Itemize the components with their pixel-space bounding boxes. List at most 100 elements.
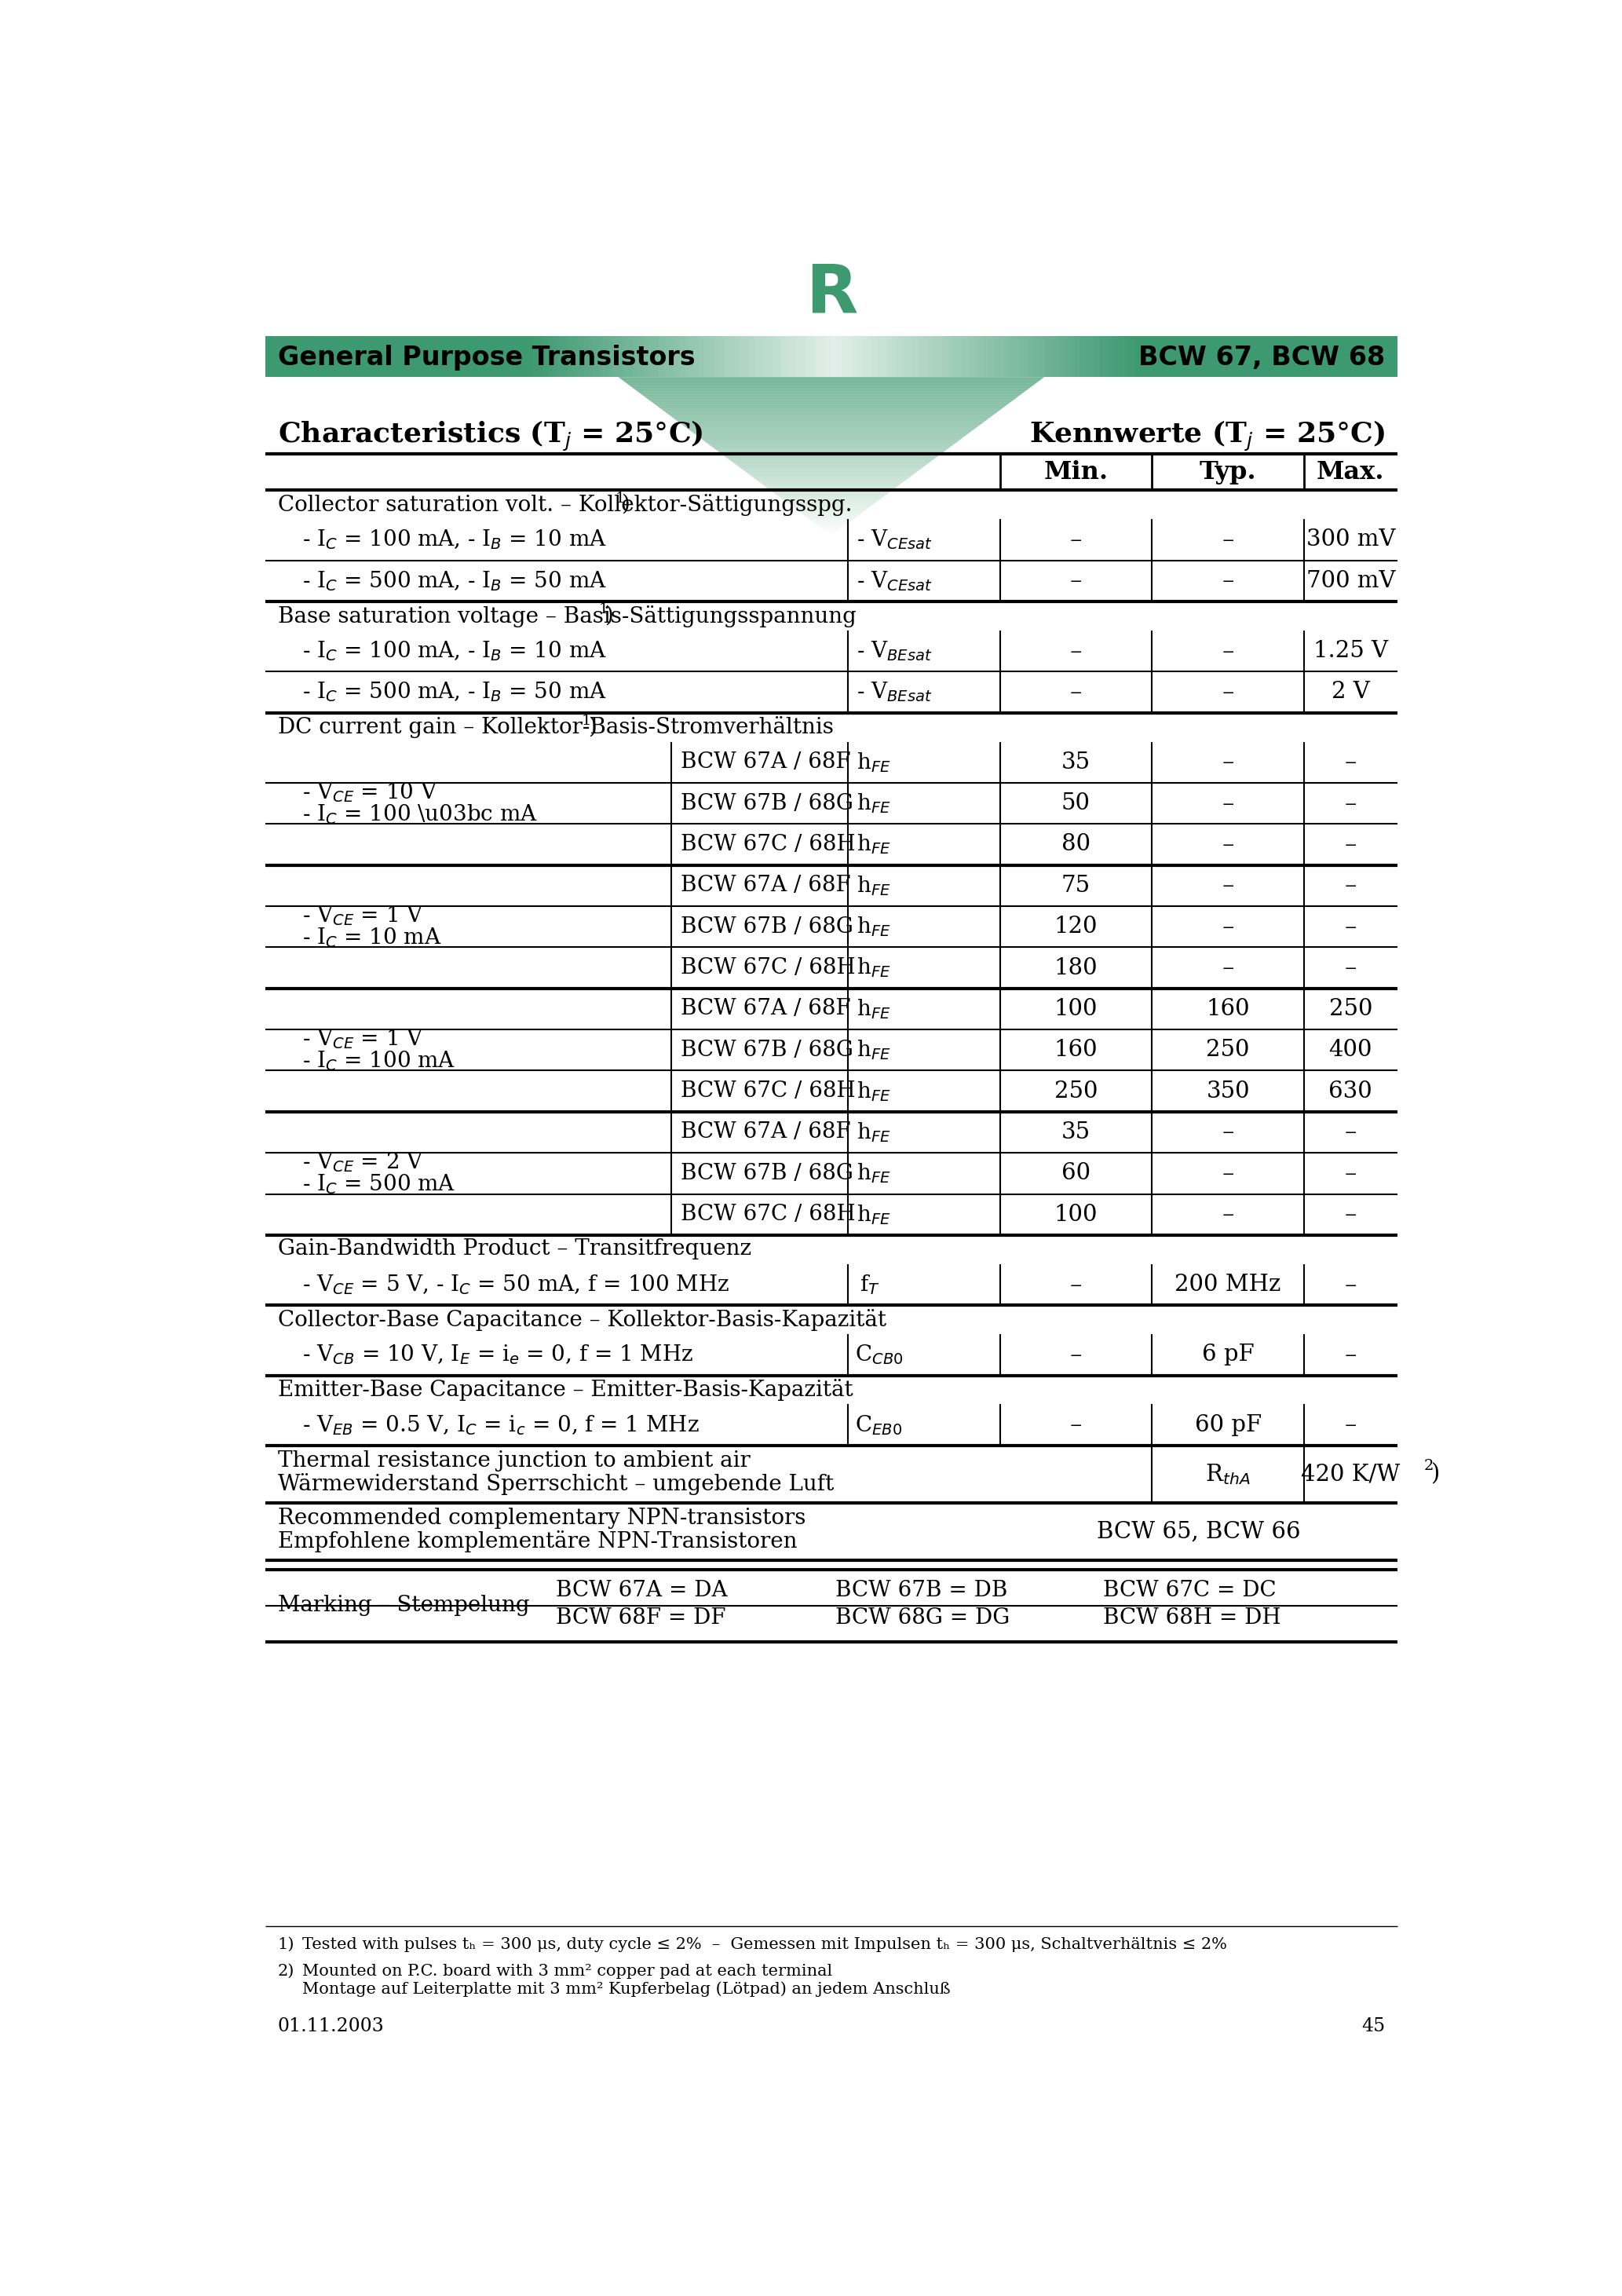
Text: 120: 120	[1054, 916, 1098, 937]
Bar	[999, 335, 1004, 377]
Text: 200 MHz: 200 MHz	[1174, 1274, 1281, 1295]
Bar	[1004, 335, 1009, 377]
Text: Wärmewiderstand Sperrschicht – umgebende Luft: Wärmewiderstand Sperrschicht – umgebende…	[277, 1474, 834, 1495]
Text: BCW 67A / 68F: BCW 67A / 68F	[680, 999, 850, 1019]
Bar	[790, 335, 796, 377]
Text: - I$_C$ = 100 mA: - I$_C$ = 100 mA	[302, 1049, 456, 1072]
Text: –: –	[1221, 1162, 1234, 1185]
Text: - V$_{CE}$ = 1 V: - V$_{CE}$ = 1 V	[302, 1026, 423, 1052]
Bar	[684, 335, 689, 377]
Text: 250: 250	[1328, 999, 1372, 1019]
Text: –: –	[1221, 955, 1234, 980]
Text: h$_{FE}$: h$_{FE}$	[856, 1203, 890, 1226]
Bar	[947, 335, 954, 377]
Text: h$_{FE}$: h$_{FE}$	[856, 792, 890, 815]
Bar	[959, 335, 963, 377]
Text: - I$_C$ = 500 mA, - I$_B$ = 50 mA: - I$_C$ = 500 mA, - I$_B$ = 50 mA	[302, 569, 607, 592]
Text: –: –	[1345, 1343, 1356, 1366]
Bar	[1019, 335, 1023, 377]
Bar	[537, 335, 542, 377]
Text: Characteristics (T$_j$ = 25$\degree$C): Characteristics (T$_j$ = 25$\degree$C)	[277, 420, 702, 452]
Bar	[796, 335, 801, 377]
Text: –: –	[1221, 751, 1234, 774]
Bar	[1131, 335, 1135, 377]
Text: 01.11.2003: 01.11.2003	[277, 2016, 384, 2034]
Text: Montage auf Leiterplatte mit 3 mm² Kupferbelag (Lötpad) an jedem Anschluß: Montage auf Leiterplatte mit 3 mm² Kupfe…	[302, 1981, 950, 1998]
Text: 35: 35	[1061, 751, 1090, 774]
Text: h$_{FE}$: h$_{FE}$	[856, 751, 890, 774]
Bar	[663, 335, 668, 377]
Bar	[547, 335, 553, 377]
Text: Collector-Base Capacitance – Kollektor-Basis-Kapazität: Collector-Base Capacitance – Kollektor-B…	[277, 1309, 886, 1332]
Text: 45: 45	[1361, 2016, 1385, 2034]
Text: BCW 65, BCW 66: BCW 65, BCW 66	[1096, 1520, 1301, 1543]
Bar	[573, 335, 577, 377]
Text: h$_{FE}$: h$_{FE}$	[856, 1120, 890, 1143]
Bar	[938, 335, 942, 377]
Text: - I$_C$ = 100 \u03bc mA: - I$_C$ = 100 \u03bc mA	[302, 804, 537, 827]
Bar	[599, 335, 603, 377]
Bar	[954, 335, 959, 377]
Text: Typ.: Typ.	[1200, 459, 1257, 484]
Text: BCW 68F = DF: BCW 68F = DF	[556, 1607, 725, 1628]
Text: BCW 67A = DA: BCW 67A = DA	[556, 1580, 727, 1600]
Text: 75: 75	[1061, 875, 1090, 895]
Text: –: –	[1345, 831, 1356, 856]
Bar	[654, 335, 659, 377]
Text: Thermal resistance junction to ambient air: Thermal resistance junction to ambient a…	[277, 1451, 749, 1472]
Bar	[806, 335, 811, 377]
Text: h$_{FE}$: h$_{FE}$	[856, 996, 890, 1022]
Text: 420 K/W: 420 K/W	[1301, 1463, 1400, 1486]
Bar	[775, 335, 780, 377]
Text: General Purpose Transistors: General Purpose Transistors	[277, 344, 694, 370]
Text: –: –	[1071, 638, 1082, 664]
Text: BCW 67B / 68G: BCW 67B / 68G	[680, 1040, 853, 1061]
Text: –: –	[1071, 528, 1082, 551]
Text: –: –	[1345, 1120, 1356, 1143]
Text: 35: 35	[1061, 1120, 1090, 1143]
Bar	[603, 335, 608, 377]
Text: BCW 67C / 68H: BCW 67C / 68H	[680, 833, 855, 854]
Bar	[659, 335, 663, 377]
Bar	[1090, 335, 1095, 377]
Text: - I$_C$ = 500 mA: - I$_C$ = 500 mA	[302, 1173, 456, 1196]
Text: 350: 350	[1207, 1079, 1251, 1102]
Text: - V$_{BEsat}$: - V$_{BEsat}$	[856, 680, 933, 705]
Text: 80: 80	[1061, 833, 1090, 856]
Bar	[1040, 335, 1045, 377]
Bar	[704, 335, 709, 377]
Bar	[1049, 335, 1054, 377]
Bar	[553, 335, 558, 377]
Text: Min.: Min.	[1043, 459, 1108, 484]
Text: C$_{CB0}$: C$_{CB0}$	[855, 1343, 903, 1366]
Text: –: –	[1345, 751, 1356, 774]
Text: BCW 67A / 68F: BCW 67A / 68F	[680, 751, 850, 774]
Bar	[568, 335, 573, 377]
Bar	[1014, 335, 1019, 377]
Bar	[861, 335, 866, 377]
Bar	[1009, 335, 1014, 377]
Text: 100: 100	[1054, 1203, 1098, 1226]
Text: - I$_C$ = 500 mA, - I$_B$ = 50 mA: - I$_C$ = 500 mA, - I$_B$ = 50 mA	[302, 680, 607, 705]
Text: C$_{EB0}$: C$_{EB0}$	[855, 1414, 902, 1437]
Text: 60: 60	[1061, 1162, 1090, 1185]
Bar	[623, 335, 628, 377]
Text: ): )	[587, 716, 597, 737]
Text: –: –	[1071, 1272, 1082, 1297]
Bar	[558, 335, 563, 377]
Text: –: –	[1071, 1412, 1082, 1437]
Bar	[1028, 335, 1035, 377]
Text: BCW 68G = DG: BCW 68G = DG	[835, 1607, 1011, 1628]
Bar	[866, 335, 873, 377]
Bar	[988, 335, 994, 377]
Text: 50: 50	[1061, 792, 1090, 815]
Text: R: R	[805, 262, 858, 326]
Text: f$_T$: f$_T$	[860, 1272, 881, 1297]
Text: h$_{FE}$: h$_{FE}$	[856, 833, 890, 856]
Text: BCW 67, BCW 68: BCW 67, BCW 68	[1139, 344, 1385, 370]
Text: h$_{FE}$: h$_{FE}$	[856, 1079, 890, 1102]
Bar	[761, 335, 766, 377]
Bar	[1069, 335, 1075, 377]
Text: - V$_{CE}$ = 1 V: - V$_{CE}$ = 1 V	[302, 905, 423, 928]
Text: BCW 67B / 68G: BCW 67B / 68G	[680, 792, 853, 815]
